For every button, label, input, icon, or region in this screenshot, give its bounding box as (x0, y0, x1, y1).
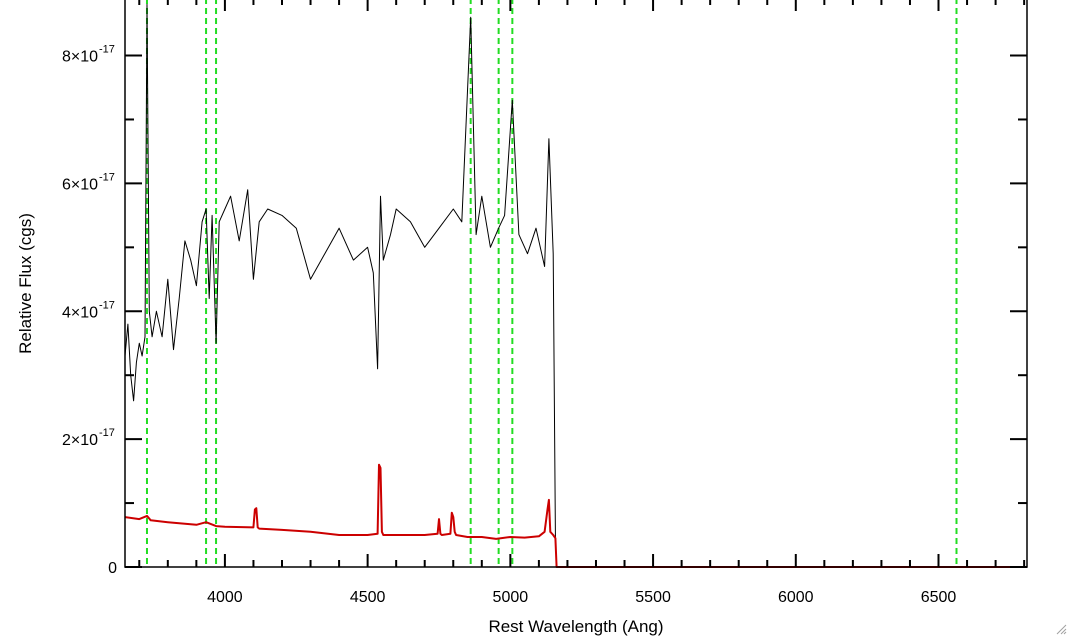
y-tick-exponent: -17 (99, 299, 115, 311)
x-tick-label: 5500 (635, 589, 671, 606)
y-tick-exponent: -17 (99, 171, 115, 183)
x-tick-label: 6000 (778, 589, 814, 606)
y-tick-label: 6×10 (62, 176, 98, 193)
y-tick-label: 4×10 (62, 304, 98, 321)
emission-line-markers (145, 0, 958, 567)
x-tick-label: 5000 (493, 589, 529, 606)
y-tick-label: 2×10 (62, 432, 98, 449)
y-axis-label: Relative Flux (cgs) (16, 213, 35, 354)
x-axis-label: Rest Wavelength (Ang) (488, 617, 663, 636)
flux-spectrum-line (124, 3, 558, 568)
resize-grip-icon[interactable] (1055, 623, 1067, 635)
plot-frame (124, 0, 1028, 568)
x-tick-label: 4500 (350, 589, 386, 606)
y-tick-exponent: -17 (99, 427, 115, 439)
y-tick-label: 8×10 (62, 49, 98, 66)
y-tick-label: 0 (108, 560, 117, 577)
axis-ticks (125, 0, 1027, 568)
x-tick-label: 4000 (207, 589, 243, 606)
spectrum-series-layer (124, 3, 1027, 568)
error-spectrum-line (124, 463, 1027, 568)
y-tick-exponent: -17 (99, 44, 115, 56)
x-tick-label: 6500 (921, 589, 957, 606)
